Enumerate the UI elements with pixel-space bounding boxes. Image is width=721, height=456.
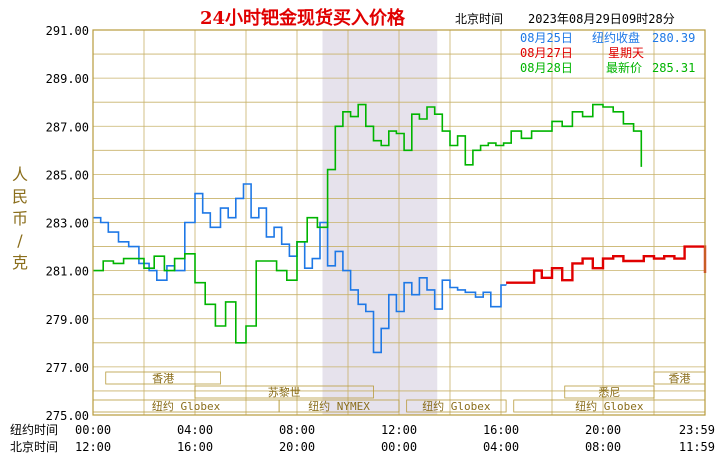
session-box bbox=[105, 371, 221, 385]
series-lines bbox=[93, 103, 707, 354]
y-tick-label: 279.00 bbox=[46, 313, 89, 327]
y-tick-label: 281.00 bbox=[46, 265, 89, 279]
plot-border bbox=[92, 29, 706, 416]
session-label: 香港 bbox=[669, 372, 691, 385]
x-tick-label: 20:00 bbox=[279, 440, 315, 454]
y-tick-label: 277.00 bbox=[46, 361, 89, 375]
y-tick-label: 283.00 bbox=[46, 217, 89, 231]
series-line-3 bbox=[93, 103, 643, 344]
x-tick-label: 08:00 bbox=[279, 423, 315, 437]
session-label: 纽约 Globex bbox=[152, 399, 221, 413]
legend-value-3: 285.31 bbox=[652, 61, 695, 75]
session-box bbox=[406, 399, 507, 413]
session-box bbox=[564, 385, 655, 399]
x-tick-label: 08:00 bbox=[585, 440, 621, 454]
session-label: 悉尼 bbox=[598, 386, 620, 399]
y-axis-label: 人民币/克 bbox=[12, 165, 28, 272]
location-label: 北京时间 bbox=[455, 12, 503, 26]
legend: 08月25日 纽约收盘 280.39 08月27日 星期天 08月28日 最新价… bbox=[520, 30, 695, 75]
legend-label-2: 星期天 bbox=[608, 46, 644, 60]
y-tick-label: 289.00 bbox=[46, 72, 89, 86]
x-tick-label: 16:00 bbox=[483, 423, 519, 437]
session-label: 纽约 Globex bbox=[575, 399, 644, 413]
legend-date-2: 08月27日 bbox=[520, 46, 573, 60]
session-box bbox=[194, 385, 374, 399]
x-tick-label: 00:00 bbox=[75, 423, 111, 437]
x-row-label-bj: 北京时间 bbox=[10, 440, 58, 454]
series-line-2 bbox=[506, 245, 707, 284]
x-tick-label: 16:00 bbox=[177, 440, 213, 454]
y-tick-label: 285.00 bbox=[46, 168, 89, 182]
x-row-label-ny: 纽约时间 bbox=[10, 422, 58, 437]
y-tick-label: 275.00 bbox=[46, 409, 89, 423]
session-label: 纽约 NYMEX bbox=[308, 399, 370, 413]
x-tick-label: 04:00 bbox=[177, 423, 213, 437]
legend-label-3: 最新价 bbox=[606, 60, 642, 75]
session-label: 香港 bbox=[152, 372, 174, 385]
x-tick-label: 04:00 bbox=[483, 440, 519, 454]
x-tick-label: 20:00 bbox=[585, 423, 621, 437]
x-tick-label: 12:00 bbox=[75, 440, 111, 454]
legend-date-1: 08月25日 bbox=[520, 31, 573, 45]
chart-title: 24小时钯金现货买入价格 bbox=[200, 7, 406, 29]
y-tick-labels: 291.00 289.00 287.00 285.00 283.00 281.00 279.… bbox=[46, 24, 89, 423]
x-tick-label: 11:59 bbox=[679, 440, 715, 454]
timestamp: 2023年08月29日09时28分 bbox=[528, 12, 675, 26]
x-tick-labels: 00:00 04:00 08:00 12:00 16:00 20:00 23:59 12:00… bbox=[75, 423, 715, 454]
x-tick-label: 12:00 bbox=[381, 423, 417, 437]
session-label: 苏黎世 bbox=[268, 385, 301, 399]
session-label: 纽约 Globex bbox=[422, 399, 491, 413]
x-tick-label: 23:59 bbox=[679, 423, 715, 437]
session-box bbox=[278, 399, 400, 413]
legend-date-3: 08月28日 bbox=[520, 61, 573, 75]
y-tick-label: 287.00 bbox=[46, 120, 89, 134]
legend-label-1: 纽约收盘 bbox=[592, 30, 640, 45]
x-tick-label: 00:00 bbox=[381, 440, 417, 454]
legend-value-1: 280.39 bbox=[652, 31, 695, 45]
y-tick-label: 291.00 bbox=[46, 24, 89, 38]
